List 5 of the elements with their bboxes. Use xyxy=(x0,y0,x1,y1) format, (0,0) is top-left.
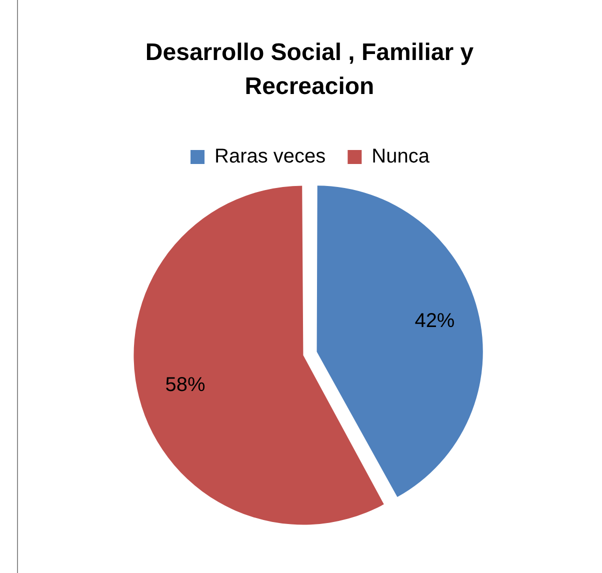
chart-title: Desarrollo Social , Familiar y Recreacion xyxy=(144,38,475,102)
legend-label: Raras veces xyxy=(214,146,326,168)
legend-label: Nunca xyxy=(372,146,430,168)
data-label: 58% xyxy=(165,374,206,396)
data-label: 42% xyxy=(414,310,455,332)
